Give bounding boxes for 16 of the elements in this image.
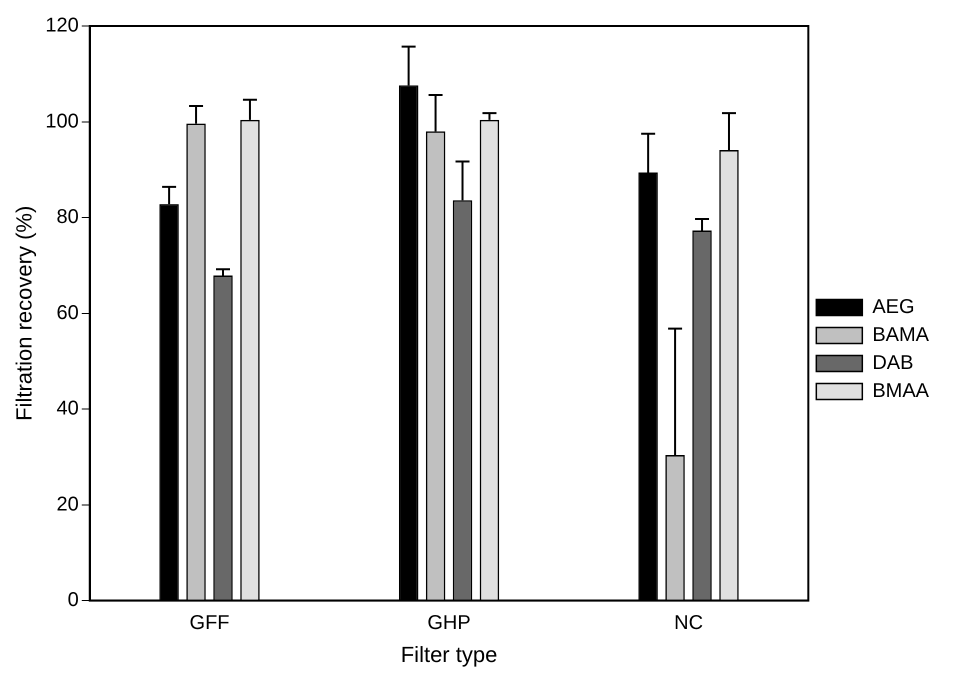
x-axis-title: Filter type: [400, 642, 498, 667]
y-tick-label: 120: [45, 14, 79, 37]
legend-label: DAB: [872, 352, 914, 374]
y-tick-label: 100: [45, 110, 79, 132]
x-tick-label: GFF: [190, 612, 230, 634]
y-tick-label: 40: [56, 398, 79, 420]
legend-label: BMAA: [872, 380, 930, 402]
legend-label: AEG: [872, 296, 915, 318]
legend-label: BAMA: [872, 324, 930, 346]
x-tick-label: GHP: [427, 612, 471, 634]
x-tick-label: NC: [674, 612, 704, 634]
y-tick-label: 20: [56, 493, 79, 516]
y-tick-label: 80: [56, 206, 79, 228]
y-tick-label: 60: [56, 302, 79, 324]
y-tick-label: 0: [68, 589, 79, 612]
y-axis-title: Filtration recovery (%): [11, 206, 36, 421]
